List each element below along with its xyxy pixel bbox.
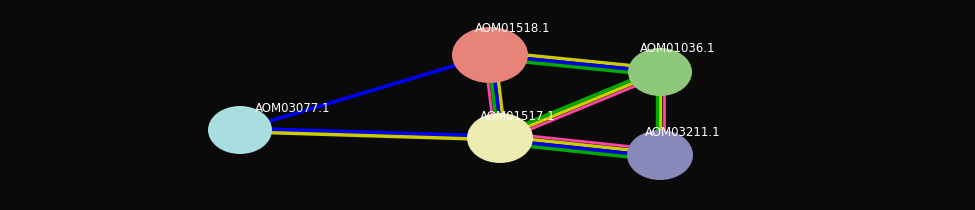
Ellipse shape: [208, 106, 272, 154]
Text: AOM03211.1: AOM03211.1: [645, 126, 721, 139]
Text: AOM01517.1: AOM01517.1: [480, 110, 556, 123]
Text: AOM01036.1: AOM01036.1: [640, 42, 716, 55]
Ellipse shape: [627, 130, 693, 180]
Ellipse shape: [628, 48, 692, 96]
Ellipse shape: [467, 113, 533, 163]
Text: AOM01518.1: AOM01518.1: [475, 22, 551, 35]
Ellipse shape: [452, 27, 528, 83]
Text: AOM03077.1: AOM03077.1: [255, 102, 331, 115]
